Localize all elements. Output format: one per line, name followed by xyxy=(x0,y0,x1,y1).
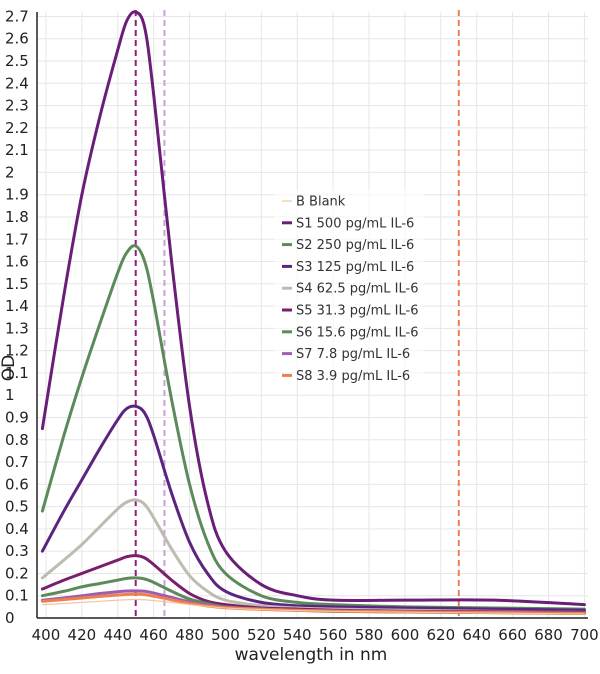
x-tick-label: 500 xyxy=(211,626,240,644)
x-tick-label: 700 xyxy=(570,626,599,644)
x-tick-label: 680 xyxy=(534,626,563,644)
y-tick-label: 2.3 xyxy=(5,97,29,115)
y-tick-label: 0 xyxy=(5,609,15,627)
y-tick-label: 2.6 xyxy=(5,30,29,48)
legend-label: S5 31.3 pg/mL IL-6 xyxy=(296,304,418,319)
legend-label: S1 500 pg/mL IL-6 xyxy=(296,216,414,231)
y-tick-label: 1 xyxy=(5,386,15,404)
axes xyxy=(36,12,588,619)
legend-label: S3 125 pg/mL IL-6 xyxy=(296,260,414,275)
y-tick-label: 2.5 xyxy=(5,52,29,70)
legend-label: S6 15.6 pg/mL IL-6 xyxy=(296,325,418,340)
x-tick-labels: 400 420 440 460 480 500 520 540 560 580 600 620 640 6… xyxy=(32,626,599,644)
y-tick-labels: 0 0.1 0.2 0.3 0.4 0.5 0.6 0.7 0.8 0.9 1 1.1 1.2 1.3 1.… xyxy=(5,7,29,627)
y-tick-label: 0.5 xyxy=(5,498,29,516)
y-tick-label: 1.5 xyxy=(5,275,29,293)
reference-lines xyxy=(134,10,460,618)
y-tick-label: 0.6 xyxy=(5,475,29,493)
y-tick-label: 0.1 xyxy=(5,587,29,605)
x-tick-label: 660 xyxy=(498,626,527,644)
y-tick-label: 0.8 xyxy=(5,431,29,449)
legend-label: B Blank xyxy=(296,195,346,210)
legend-background xyxy=(274,190,424,380)
x-tick-label: 600 xyxy=(391,626,420,644)
legend: B Blank S1 500 pg/mL IL-6 S2 250 pg/mL IL-… xyxy=(274,190,424,384)
x-tick-label: 560 xyxy=(319,626,348,644)
series-line-1 xyxy=(41,598,586,615)
x-tick-label: 460 xyxy=(139,626,168,644)
y-tick-label: 1.7 xyxy=(5,230,29,248)
y-tick-label: 0.4 xyxy=(5,520,29,538)
x-tick-label: 420 xyxy=(68,626,97,644)
x-tick-label: 480 xyxy=(175,626,204,644)
x-tick-label: 520 xyxy=(247,626,276,644)
x-tick-label: 620 xyxy=(427,626,456,644)
x-axis-title: wavelength in nm xyxy=(235,645,388,665)
y-tick-label: 1.8 xyxy=(5,208,29,226)
y-tick-label: 1.4 xyxy=(5,297,29,315)
y-tick-label: 1.9 xyxy=(5,186,29,204)
y-tick-label: 2.7 xyxy=(5,7,29,25)
y-tick-label: 1.1 xyxy=(5,364,29,382)
legend-label: S8 3.9 pg/mL IL-6 xyxy=(296,369,410,384)
x-tick-label: 440 xyxy=(103,626,132,644)
legend-label: S7 7.8 pg/mL IL-6 xyxy=(296,347,410,362)
x-tick-label: 580 xyxy=(355,626,384,644)
y-axis-title: OD xyxy=(0,355,19,381)
y-tick-label: 1.6 xyxy=(5,253,29,271)
legend-label: S4 62.5 pg/mL IL-6 xyxy=(296,282,418,297)
y-tick-label: 0.7 xyxy=(5,453,29,471)
y-tick-label: 1.2 xyxy=(5,342,29,360)
y-tick-label: 2.4 xyxy=(5,74,29,92)
x-tick-label: 540 xyxy=(283,626,312,644)
legend-label: S2 250 pg/mL IL-6 xyxy=(296,238,414,253)
series-lines xyxy=(40,10,586,616)
y-tick-label: 2.2 xyxy=(5,119,29,137)
series-line-4 xyxy=(40,404,586,612)
x-tick-label: 640 xyxy=(462,626,491,644)
y-tick-label: 2 xyxy=(5,163,15,181)
y-tick-label: 1.3 xyxy=(5,319,29,337)
series-line-2 xyxy=(40,10,586,607)
y-tick-label: 0.9 xyxy=(5,408,29,426)
y-tick-label: 0.3 xyxy=(5,542,29,560)
y-tick-label: 2.1 xyxy=(5,141,29,159)
x-tick-label: 400 xyxy=(32,626,61,644)
series-line-3 xyxy=(40,244,586,611)
y-tick-label: 0.2 xyxy=(5,564,29,582)
